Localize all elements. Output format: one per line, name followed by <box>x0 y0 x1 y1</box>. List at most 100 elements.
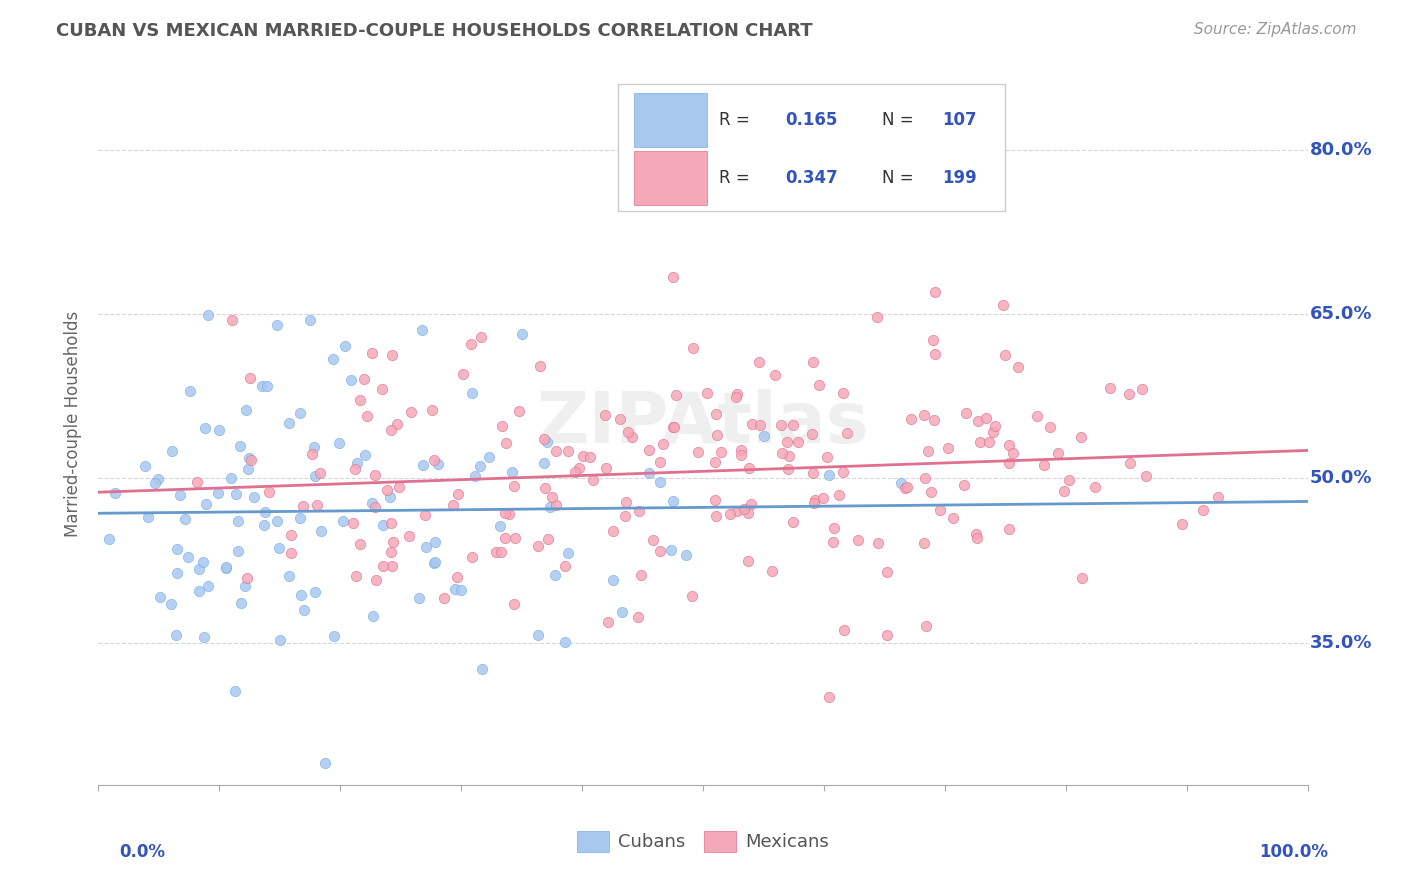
Point <box>238 451 260 466</box>
Point <box>420 403 443 417</box>
Point <box>494 506 516 520</box>
Point <box>427 457 450 471</box>
Point <box>650 475 672 489</box>
Point <box>288 406 311 420</box>
Point <box>602 573 624 587</box>
Point <box>177 550 200 565</box>
Point <box>835 425 858 440</box>
Point <box>801 466 824 480</box>
Text: 100.0%: 100.0% <box>1260 843 1329 861</box>
Point <box>309 466 332 480</box>
Point <box>388 480 411 494</box>
Point <box>564 465 586 479</box>
Point <box>924 285 946 300</box>
Point <box>309 524 332 538</box>
Point <box>278 416 301 430</box>
Legend: Cubans, Mexicans: Cubans, Mexicans <box>569 823 837 859</box>
Point <box>292 500 315 514</box>
Point <box>815 450 838 464</box>
Point <box>1135 468 1157 483</box>
Point <box>526 628 548 642</box>
Point <box>423 535 446 549</box>
Point <box>638 442 661 457</box>
Point <box>349 537 371 551</box>
Point <box>612 605 634 619</box>
Point <box>554 559 576 574</box>
Point <box>1057 473 1080 487</box>
Point <box>595 408 617 422</box>
Point <box>471 662 494 676</box>
Point <box>215 560 238 574</box>
Point <box>423 556 446 570</box>
Point <box>540 491 562 505</box>
Point <box>225 487 247 501</box>
Point <box>920 485 942 500</box>
Point <box>1026 409 1049 424</box>
Point <box>503 597 526 611</box>
Point <box>1118 456 1140 470</box>
Point <box>813 491 835 506</box>
Text: 0.0%: 0.0% <box>120 843 166 861</box>
Point <box>650 455 672 469</box>
Point <box>1071 571 1094 585</box>
Point <box>748 418 770 433</box>
Point <box>197 308 219 322</box>
Point <box>1053 483 1076 498</box>
Point <box>1118 387 1140 401</box>
Point <box>1192 503 1215 517</box>
Point <box>328 436 350 450</box>
Point <box>557 443 579 458</box>
Point <box>226 544 249 558</box>
Point <box>304 585 326 599</box>
Point <box>536 435 558 450</box>
Point <box>984 419 1007 434</box>
Point <box>411 323 433 337</box>
Point <box>981 425 1004 439</box>
Point <box>595 460 617 475</box>
Point <box>323 629 346 643</box>
Point <box>682 341 704 355</box>
Text: 199: 199 <box>942 169 977 187</box>
Point <box>876 628 898 642</box>
Point <box>489 544 512 558</box>
Point <box>304 468 326 483</box>
Text: 35.0%: 35.0% <box>1310 633 1372 652</box>
Point <box>703 493 725 508</box>
Point <box>288 510 311 524</box>
Point <box>179 384 201 399</box>
Point <box>818 690 841 705</box>
Point <box>470 330 492 344</box>
Point <box>98 532 121 546</box>
Point <box>991 297 1014 311</box>
Point <box>360 346 382 360</box>
FancyBboxPatch shape <box>619 84 1005 211</box>
Point <box>752 429 775 443</box>
Point <box>662 269 685 284</box>
Point <box>914 471 936 485</box>
Point <box>1130 382 1153 396</box>
FancyBboxPatch shape <box>634 151 707 205</box>
Text: 0.165: 0.165 <box>785 112 838 129</box>
Point <box>256 379 278 393</box>
Point <box>738 460 761 475</box>
Point <box>572 450 595 464</box>
Point <box>322 351 344 366</box>
Point <box>450 582 472 597</box>
Point <box>648 544 671 558</box>
Point <box>1039 420 1062 434</box>
Point <box>643 533 665 548</box>
Point <box>412 458 434 472</box>
Point <box>786 434 808 449</box>
Point <box>159 597 181 611</box>
Point <box>890 475 912 490</box>
Point <box>994 348 1017 362</box>
Point <box>423 453 446 467</box>
Point <box>831 386 853 401</box>
Point <box>257 485 280 500</box>
Point <box>433 591 456 605</box>
Point <box>807 378 830 392</box>
Point <box>510 326 533 341</box>
Point <box>803 493 825 508</box>
Point <box>301 447 323 461</box>
Point <box>464 468 486 483</box>
